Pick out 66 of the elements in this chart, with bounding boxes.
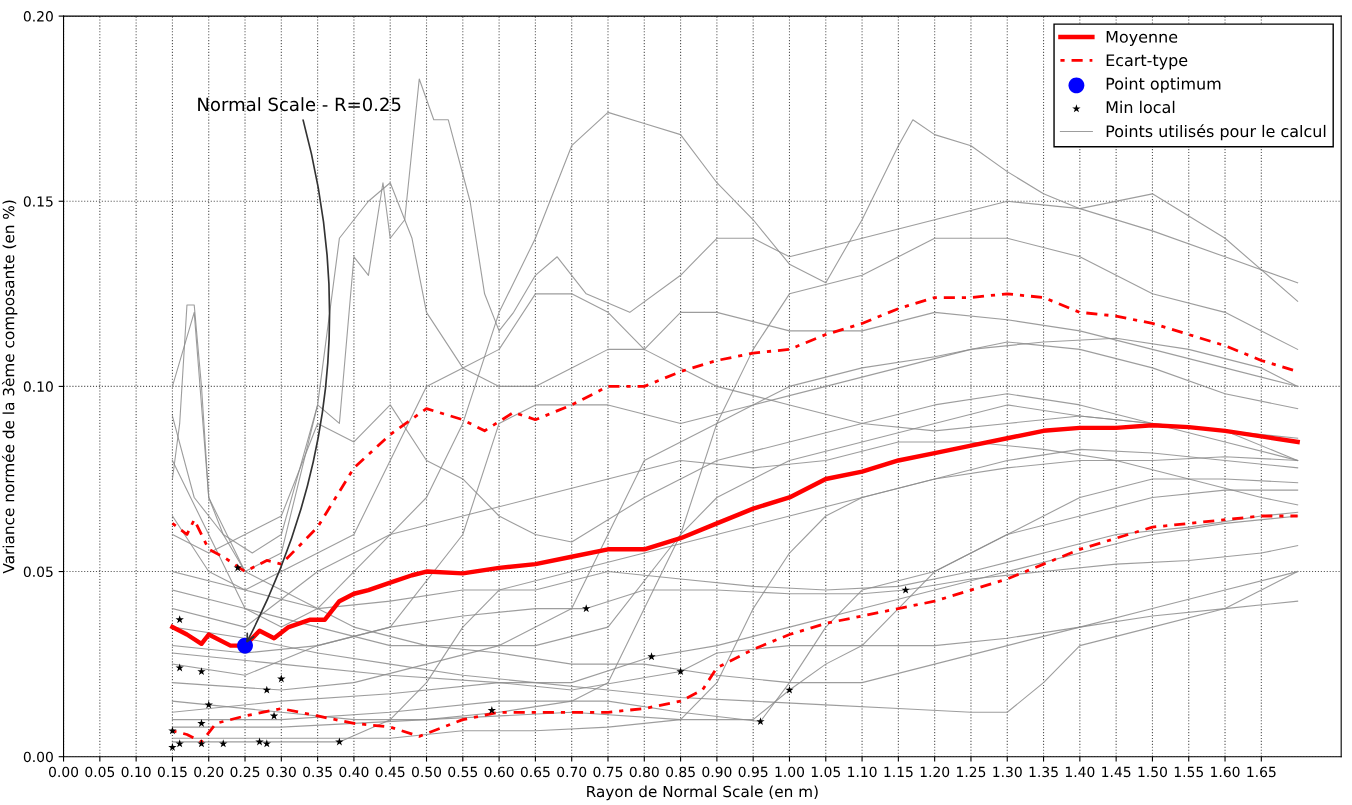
x-tick-label: 1.50 — [1138, 766, 1167, 778]
x-tick-label: 1.35 — [1029, 766, 1058, 778]
x-tick-label: 0.35 — [303, 766, 332, 778]
point — [197, 718, 206, 727]
x-tick-label: 1.00 — [775, 766, 805, 778]
x-tick-label: 1.25 — [957, 766, 986, 778]
point — [168, 743, 177, 751]
point — [175, 739, 184, 748]
x-tick-label: 0.90 — [702, 766, 732, 778]
y-axis-title: Variance normée de la 3ème composante (en %) — [1, 200, 18, 574]
point — [582, 604, 591, 613]
x-tick-label: 0.20 — [194, 766, 224, 778]
point — [197, 739, 206, 748]
x-tick-label: 1.30 — [993, 766, 1022, 778]
x-tick-label: 0.30 — [266, 766, 296, 778]
x-tick-label: 0.75 — [593, 766, 623, 778]
x-tick-label: 1.65 — [1247, 766, 1276, 778]
x-tick-label: 0.60 — [484, 766, 514, 778]
x-tick-label: 0.25 — [230, 766, 260, 778]
point — [487, 706, 497, 714]
legend-label: Points utilisés pour le calcul — [1106, 124, 1326, 141]
x-tick-label: 0.50 — [411, 766, 442, 778]
point — [647, 652, 656, 661]
point — [262, 739, 271, 748]
y-tick-label: 0.00 — [23, 751, 53, 763]
x-tick-label: 0.10 — [121, 766, 151, 778]
x-tick-label: 1.10 — [848, 766, 877, 778]
point — [175, 663, 184, 672]
point — [219, 739, 228, 748]
x-tick-label: 0.00 — [49, 766, 79, 778]
point — [233, 563, 242, 572]
y-tick-label: 0.10 — [23, 381, 53, 392]
y-tick-label: 0.05 — [23, 566, 53, 578]
y-tick-label: 0.20 — [23, 11, 53, 22]
annotation: Normal Scale - R=0.25 — [198, 97, 401, 112]
y-tick-label: 0.15 — [23, 196, 53, 207]
point — [901, 585, 910, 594]
point — [269, 711, 279, 720]
legend-label: Moyenne — [1106, 30, 1178, 46]
point — [175, 615, 184, 624]
x-tick-label: 0.80 — [629, 766, 659, 778]
x-axis-title: Rayon de Normal Scale (en m) — [587, 785, 818, 801]
x-tick-label: 1.05 — [811, 766, 841, 778]
x-tick-label: 1.55 — [1174, 766, 1203, 778]
x-tick-label: 0.45 — [375, 766, 405, 778]
x-tick-label: 1.15 — [884, 766, 913, 778]
legend-label: Min local — [1106, 100, 1175, 114]
point — [676, 667, 685, 676]
point — [168, 726, 177, 735]
point — [197, 667, 206, 676]
x-tick-label: 0.95 — [738, 766, 768, 778]
legend-label: Point optimum — [1106, 77, 1221, 93]
x-tick-label: 0.65 — [520, 766, 550, 778]
x-tick-label: 0.85 — [666, 766, 695, 778]
x-tick-label: 0.55 — [448, 766, 478, 778]
x-tick-label: 1.40 — [1065, 766, 1095, 778]
x-tick-label: 1.20 — [920, 766, 950, 778]
point — [237, 637, 253, 654]
x-tick-label: 0.70 — [557, 766, 587, 778]
x-tick-label: 1.60 — [1211, 766, 1240, 778]
point — [756, 717, 765, 726]
x-tick-label: 1.45 — [1102, 766, 1131, 778]
x-tick-label: 0.15 — [157, 766, 187, 778]
x-tick-label: 0.05 — [85, 766, 115, 778]
x-tick-label: 0.40 — [339, 766, 369, 778]
legend-label: Ecart-type — [1106, 54, 1188, 70]
